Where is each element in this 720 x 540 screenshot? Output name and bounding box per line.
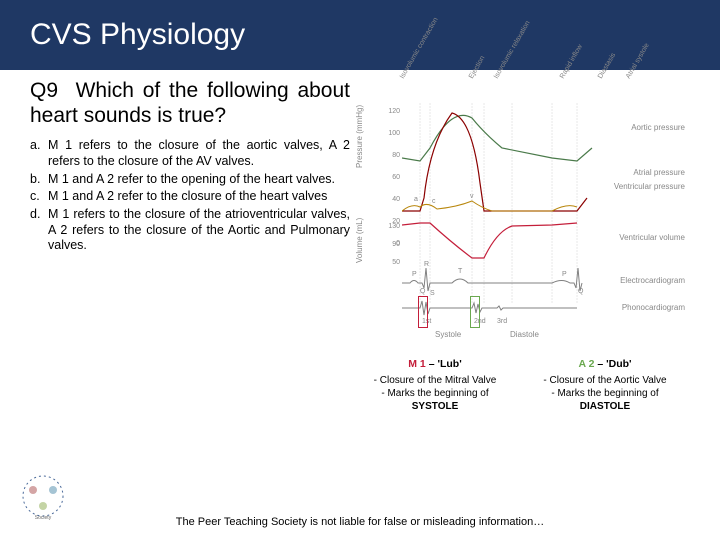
footer-disclaimer: The Peer Teaching Society is not liable … [0, 516, 720, 528]
option-b: b. M 1 and A 2 refer to the opening of t… [30, 172, 350, 188]
right-column: Isovolumic contraction Ejection Isovolum… [360, 78, 700, 348]
left-column: Q9 Which of the following about heart so… [30, 78, 360, 348]
phono-label: Phonocardiogram [622, 303, 685, 312]
callouts: M 1 – 'Lub' - Closure of the Mitral Valv… [360, 358, 680, 413]
svg-text:Q: Q [420, 288, 426, 295]
atrial-label: Atrial pressure [633, 168, 685, 177]
m1-title: M 1 – 'Lub' [360, 358, 510, 372]
wiggers-svg: a c v P Q R S T P Q 1st 2nd 3rd [402, 103, 602, 333]
svg-text:Q: Q [578, 288, 584, 295]
question-body: Which of the following about heart sound… [30, 79, 350, 127]
svg-text:3rd: 3rd [497, 318, 507, 325]
a2-title: A 2 – 'Dub' [530, 358, 680, 372]
option-d: d. M 1 refers to the closure of the atri… [30, 207, 350, 254]
svg-text:S: S [430, 290, 435, 297]
a2-callout: A 2 – 'Dub' - Closure of the Aortic Valv… [530, 358, 680, 413]
volume-label: Ventricular volume [619, 233, 685, 242]
systole-label: Systole [435, 330, 461, 339]
wiggers-diagram: Isovolumic contraction Ejection Isovolum… [360, 78, 680, 348]
society-logo-icon: Society [18, 472, 68, 520]
ecg-label: Electrocardiogram [620, 276, 685, 285]
svg-text:a: a [414, 196, 418, 203]
phase-labels: Isovolumic contraction Ejection Isovolum… [405, 73, 565, 80]
svg-text:v: v [470, 193, 474, 200]
svg-text:R: R [424, 261, 429, 268]
aortic-label: Aortic pressure [631, 123, 685, 132]
content-area: Q9 Which of the following about heart so… [0, 78, 720, 348]
yaxis-pressure-label: Pressure (mmHg) [355, 105, 364, 168]
option-c: c. M 1 and A 2 refer to the closure of t… [30, 189, 350, 205]
yaxis-volume-label: Volume (mL) [355, 218, 364, 263]
m1-highlight [418, 296, 428, 328]
a2-highlight [470, 296, 480, 328]
svg-text:T: T [458, 268, 463, 275]
svg-text:P: P [412, 271, 417, 278]
header-title: CVS Physiology [30, 18, 245, 51]
ventricular-label: Ventricular pressure [614, 182, 685, 191]
m1-callout: M 1 – 'Lub' - Closure of the Mitral Valv… [360, 358, 510, 413]
diastole-label: Diastole [510, 330, 539, 339]
option-a: a. M 1 refers to the closure of the aort… [30, 138, 350, 169]
options-list: a. M 1 refers to the closure of the aort… [30, 138, 350, 253]
question-number: Q9 [30, 79, 58, 102]
volume-ticks: 130 90 50 [384, 223, 400, 277]
svg-text:P: P [562, 271, 567, 278]
question-text: Q9 Which of the following about heart so… [30, 78, 350, 128]
svg-text:c: c [432, 198, 436, 205]
